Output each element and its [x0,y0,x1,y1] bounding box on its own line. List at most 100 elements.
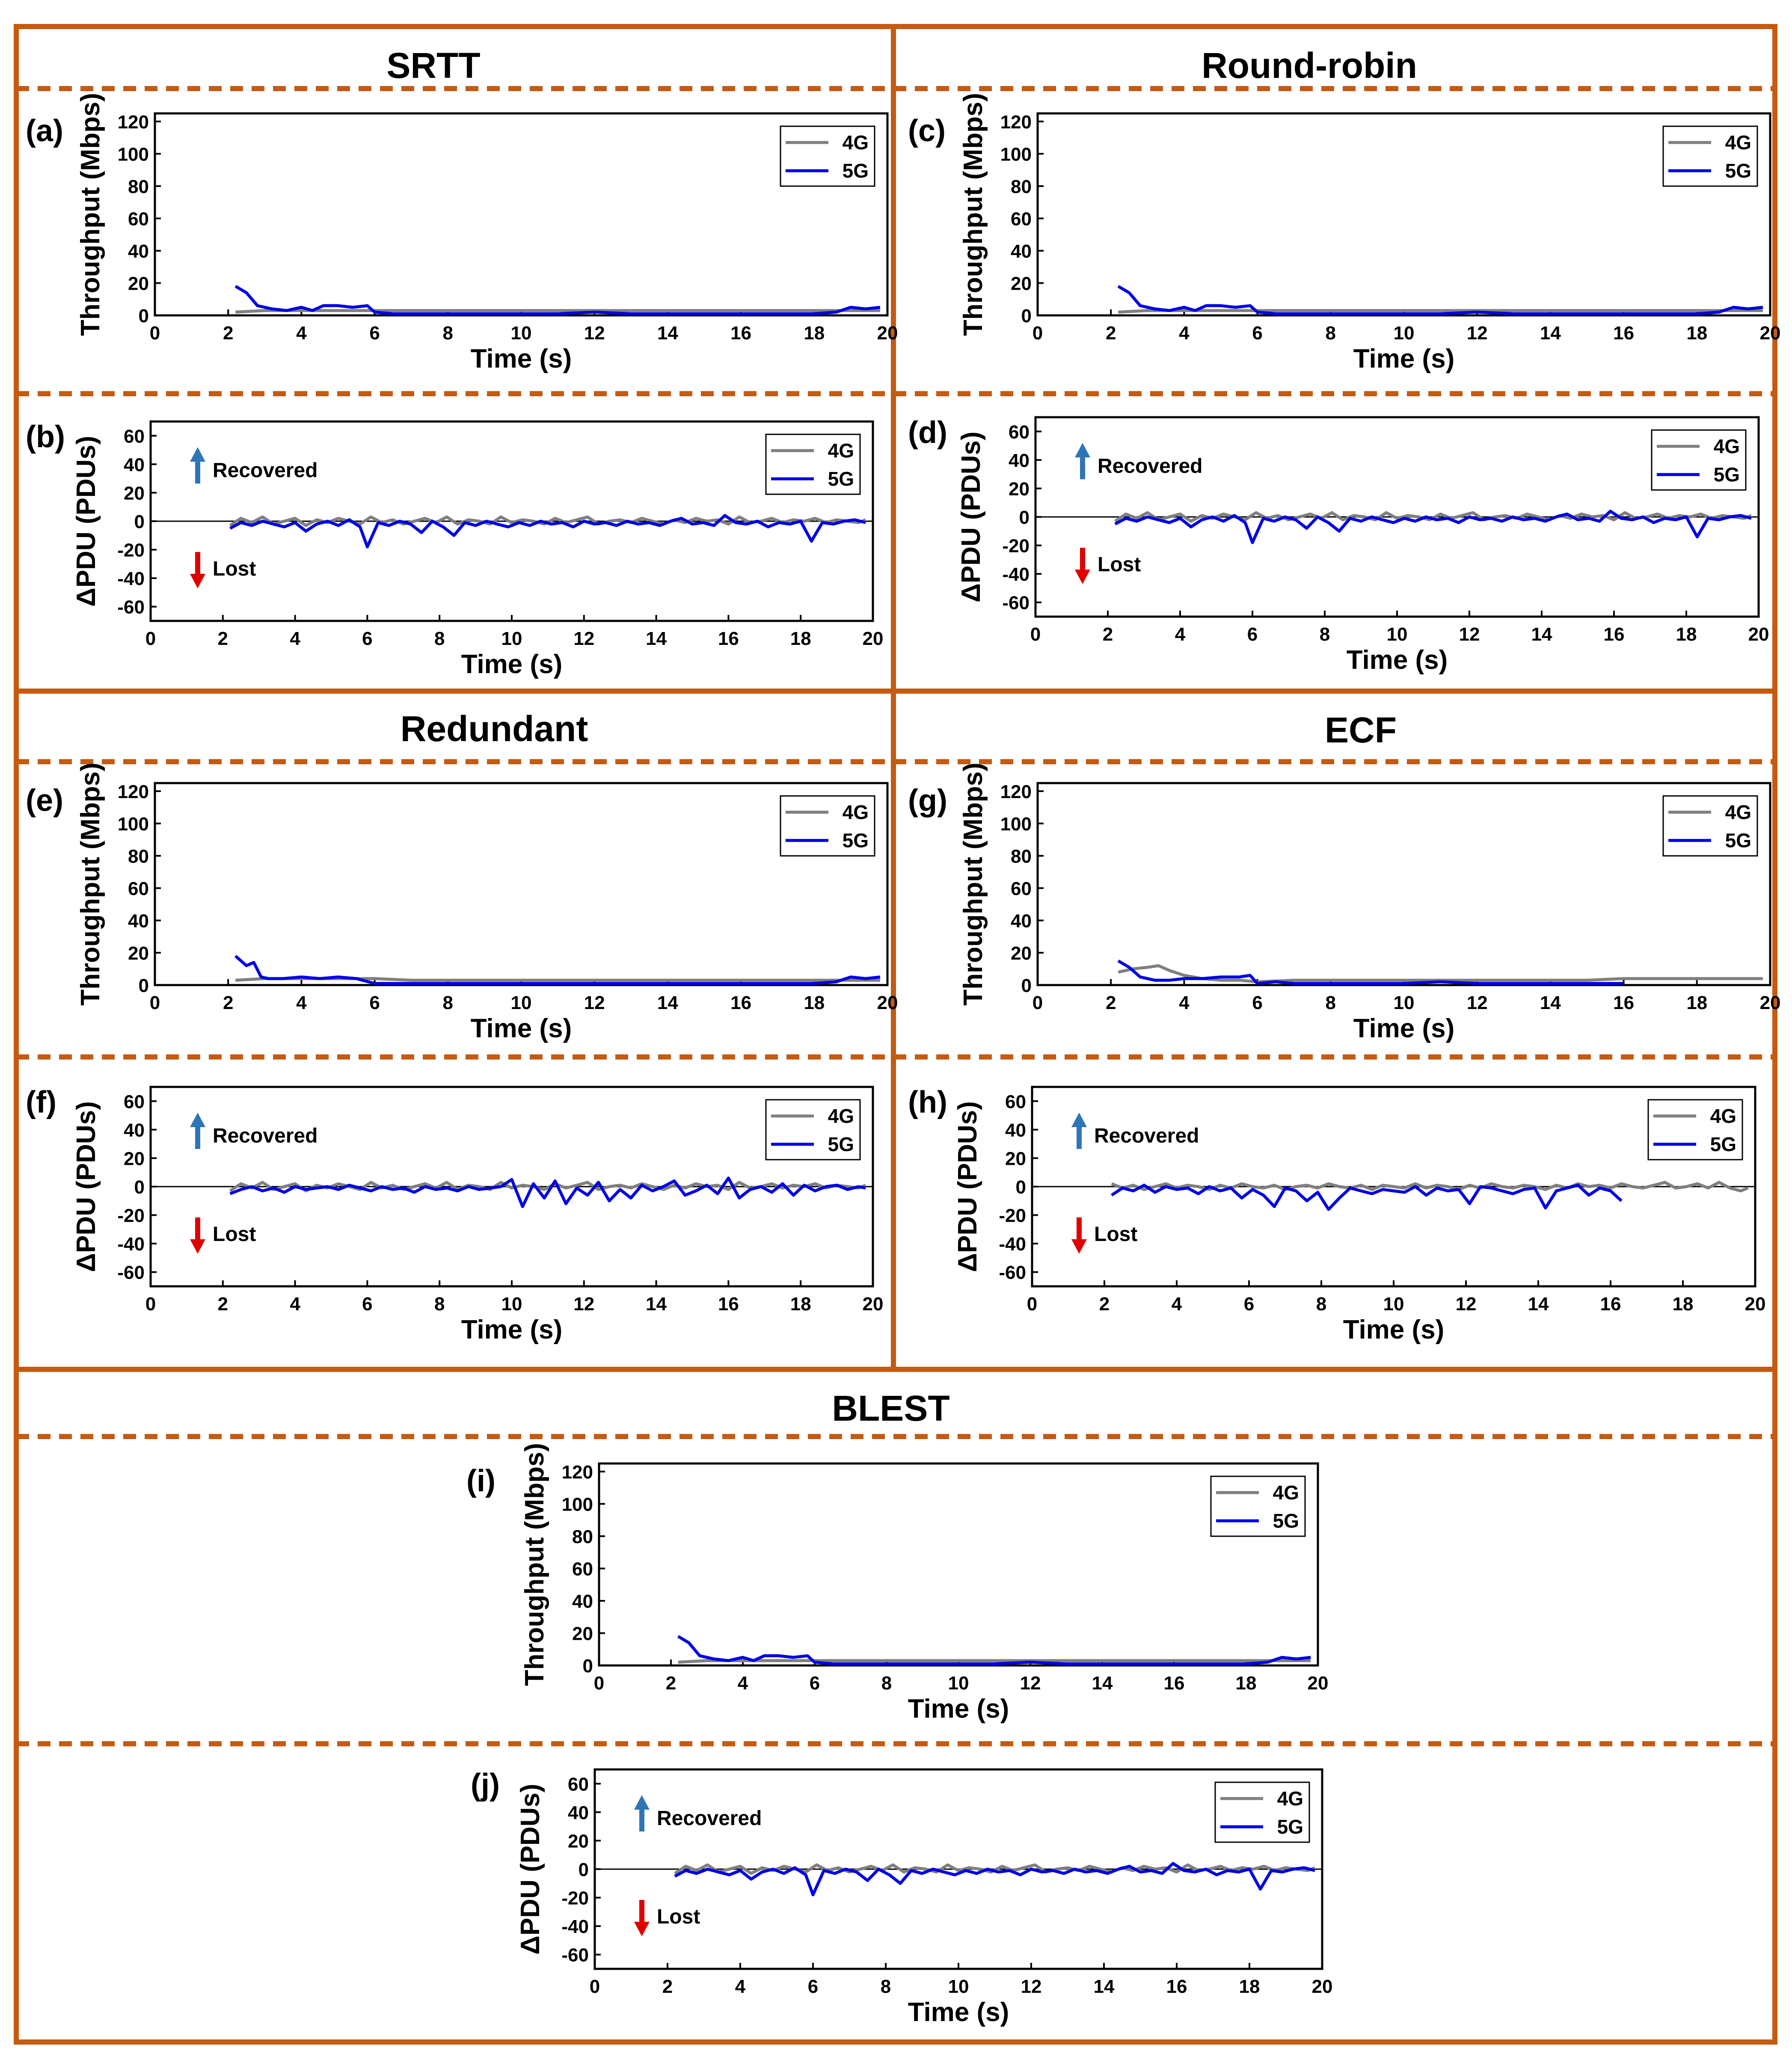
lost-arrow-head [190,574,205,588]
annotation-lost: Lost [213,1223,256,1246]
x-tick-label: 0 [594,1673,604,1694]
y-axis-label: Throughput (Mbps) [520,1443,549,1686]
chart-f: (f) 0 2 4 6 8 10 12 14 16 18 20 -60 -40 -20 0 20 40 60 Time… [26,1085,883,1345]
y-tick-label: -20 [117,1205,145,1226]
x-tick-label: 20 [877,992,898,1013]
y-tick-label: 60 [1011,878,1032,899]
y-axis-label: Throughput (Mbps) [958,93,988,336]
x-tick-label: 20 [1745,1294,1766,1315]
y-axis-label: ΔPDU (PDUs) [71,436,101,606]
x-tick-label: 20 [1308,1673,1329,1694]
panel-label-g: (g) [908,784,947,818]
x-tick-label: 14 [646,1294,667,1315]
x-tick-label: 12 [573,628,594,649]
legend-label: 4G [828,1105,854,1127]
y-tick-label: 20 [1005,1148,1026,1169]
series-line-5g [677,1635,1311,1665]
y-tick-label: 0 [1021,975,1032,996]
legend-box [1662,795,1758,857]
x-tick-label: 4 [296,992,307,1013]
y-tick-label: 0 [1021,306,1032,327]
y-tick-label: 0 [583,1656,593,1677]
x-tick-label: 12 [1456,1294,1477,1315]
y-axis-label: Throughput (Mbps) [76,763,105,1006]
x-tick-label: 10 [511,992,532,1013]
x-tick-label: 16 [1613,992,1634,1013]
x-tick-label: 0 [150,992,160,1013]
x-tick-label: 0 [145,628,156,649]
x-tick-label: 16 [718,1294,739,1315]
x-tick-label: 8 [434,628,445,649]
x-tick-label: 10 [501,1294,522,1315]
y-tick-label: 0 [134,511,145,532]
y-tick-label: 0 [139,306,149,327]
y-tick-label: 40 [128,241,149,262]
series-line-5g [1117,285,1763,315]
annotation-lost: Lost [657,1906,700,1928]
x-tick-label: 12 [1020,1673,1041,1694]
x-tick-label: 14 [657,323,678,344]
legend-label: 4G [1714,435,1740,457]
x-tick-label: 16 [1604,624,1625,645]
series-line-5g [674,1862,1315,1897]
x-axis-label: Time (s) [461,650,563,679]
x-tick-label: 20 [1760,323,1781,344]
x-tick-label: 10 [948,1976,969,1997]
legend-label: 4G [828,439,854,462]
x-axis-label: Time (s) [471,344,572,374]
y-tick-label: 20 [128,273,149,294]
section-title-redundant: Redundant [401,709,588,749]
x-tick-label: 14 [1094,1976,1115,1997]
y-tick-label: 80 [572,1526,593,1547]
chart-d: (d) 0 2 4 6 8 10 12 14 16 18 20 -60 -40 -20 0 20 40 60 Time… [908,416,1769,675]
x-tick-label: 14 [1540,992,1561,1013]
y-tick-label: 80 [1011,176,1032,197]
y-axis-label: ΔPDU (PDUs) [71,1101,101,1272]
y-tick-label: 40 [1011,241,1032,262]
y-tick-label: 120 [1000,112,1032,133]
series-line-4g [678,1659,1311,1664]
y-tick-label: 0 [139,975,149,996]
x-tick-label: 0 [1027,1294,1037,1315]
legend-label: 5G [1710,1133,1736,1155]
y-tick-label: 20 [128,943,149,964]
y-tick-label: 0 [1016,1177,1026,1198]
panel-label-j: (j) [471,1768,500,1802]
y-tick-label: -20 [1002,536,1030,557]
legend-box [780,125,875,187]
lost-arrow-head [634,1922,650,1936]
x-tick-label: 20 [1760,992,1781,1013]
x-tick-label: 6 [362,1294,372,1315]
section-frame [14,24,1777,2045]
x-tick-label: 12 [573,1294,594,1315]
x-axis-label: Time (s) [1353,344,1455,374]
x-tick-label: 2 [1106,992,1116,1013]
x-tick-label: 2 [223,992,233,1013]
x-tick-label: 10 [1383,1294,1404,1315]
y-tick-label: 40 [1009,450,1030,471]
y-tick-label: 20 [1011,943,1032,964]
legend-label: 5G [1277,1816,1303,1838]
series-line-4g [1114,511,1752,523]
x-tick-label: 4 [1175,624,1186,645]
x-tick-label: 0 [145,1294,156,1315]
x-tick-label: 4 [738,1673,748,1694]
x-tick-label: 4 [290,1294,300,1315]
y-tick-label: 60 [572,1558,593,1579]
panel-label-d: (d) [908,416,947,450]
x-axis-label: Time (s) [908,1998,1009,2027]
x-tick-label: 8 [443,992,453,1013]
x-tick-label: 2 [218,628,228,649]
x-tick-label: 10 [948,1673,969,1694]
legend-box [765,1099,861,1161]
x-tick-label: 18 [1236,1673,1257,1694]
legend-label: 4G [1725,801,1751,823]
chart-e: (e) 0 2 4 6 8 10 12 14 16 18 20 0 20 40 60 80 100 120 Time … [26,763,898,1043]
x-tick-label: 8 [1326,992,1336,1013]
x-tick-label: 10 [1387,624,1408,645]
x-tick-label: 8 [1326,323,1336,344]
y-axis-label: ΔPDU (PDUs) [516,1784,545,1954]
legend-box [1214,1781,1310,1843]
x-tick-label: 6 [808,1976,818,1997]
section-title-round-robin: Round-robin [1202,45,1417,86]
